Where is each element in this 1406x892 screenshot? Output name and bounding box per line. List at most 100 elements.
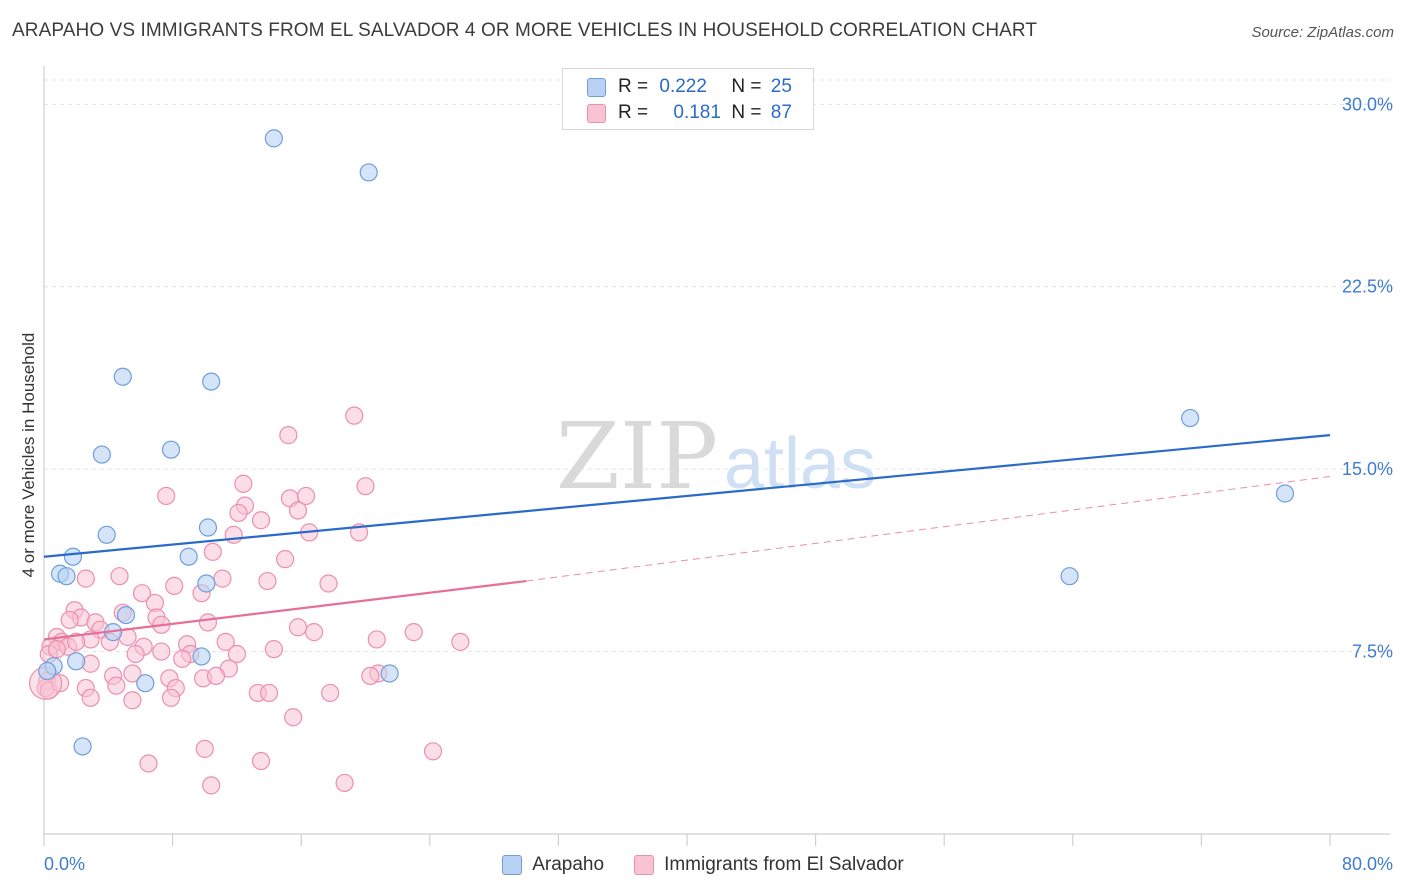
arapaho-point — [38, 661, 57, 681]
salvador-point — [47, 640, 66, 659]
salvador-legend-swatch — [634, 855, 655, 875]
salvador-point — [404, 623, 423, 642]
salvador-point — [123, 664, 142, 683]
salvador-point — [276, 550, 295, 569]
arapaho-point — [1060, 567, 1079, 586]
trend-lines — [43, 434, 1331, 641]
salvador-point — [165, 576, 184, 596]
salvador-point — [67, 632, 86, 651]
salvador-point — [123, 691, 142, 710]
salvador-n-value: 87 — [770, 102, 792, 123]
salvador-point — [251, 751, 271, 771]
arapaho-point — [198, 518, 218, 537]
arapaho-point — [192, 647, 211, 666]
arapaho-point — [97, 525, 116, 544]
salvador-point — [288, 618, 308, 637]
salvador-point — [203, 542, 222, 561]
salvador-trend-extension — [526, 475, 1331, 582]
salvador-point — [198, 613, 218, 632]
salvador-point — [423, 742, 443, 761]
salvador-r-value: 0.181 — [673, 102, 721, 123]
arapaho-point — [264, 129, 283, 148]
salvador-point — [132, 584, 152, 603]
arapaho-point — [359, 163, 378, 182]
y-tick-label: 15.0% — [1342, 459, 1393, 479]
salvador-point — [258, 571, 277, 591]
salvador-point — [321, 683, 340, 703]
salvador-point — [139, 754, 158, 773]
y-tick-label: 7.5% — [1352, 642, 1393, 662]
salvador-point — [264, 640, 283, 659]
chart-title: ARAPAHO VS IMMIGRANTS FROM EL SALVADOR 4… — [12, 20, 1038, 41]
r-label: R = — [618, 102, 649, 123]
arapaho-points — [38, 129, 1295, 756]
salvador-point — [157, 486, 176, 506]
arapaho-point — [380, 664, 399, 683]
tick-labels: 7.5% 15.0% 22.5% 30.0% 0.0% 80.0% — [44, 94, 1393, 874]
arapaho-point — [67, 652, 86, 671]
n-label: N = — [731, 102, 762, 123]
salvador-point — [259, 683, 279, 703]
arapaho-r-value: 0.222 — [659, 76, 707, 97]
salvador-point — [173, 649, 192, 668]
salvador-point — [304, 623, 324, 642]
salvador-points — [29, 406, 470, 795]
salvador-point — [296, 486, 316, 506]
x-tick-label: 0.0% — [44, 854, 85, 874]
y-tick-label: 30.0% — [1342, 94, 1393, 114]
source-label: Source: ZipAtlas.com — [1251, 24, 1394, 41]
salvador-swatch — [587, 103, 606, 123]
salvador-point — [279, 426, 298, 445]
arapaho-point — [113, 367, 132, 386]
salvador-point — [161, 688, 181, 707]
salvador-point — [107, 676, 126, 695]
salvador-point — [81, 688, 100, 707]
r-label: R = — [618, 76, 649, 97]
salvador-point — [216, 632, 235, 651]
salvador-point — [288, 501, 308, 520]
salvador-point — [152, 642, 171, 661]
arapaho-point — [161, 440, 181, 459]
n-label: N = — [731, 76, 762, 97]
stats-row-arapaho: R = 0.222 N = 25 — [587, 75, 792, 99]
stats-row-salvador: R = 0.181 N = 87 — [587, 101, 792, 125]
arapaho-point — [92, 445, 111, 464]
legend-item-arapaho[interactable]: Arapaho — [502, 854, 604, 876]
arapaho-legend-swatch — [502, 855, 523, 875]
arapaho-n-value: 25 — [770, 76, 792, 97]
salvador-point — [345, 406, 364, 425]
arapaho-point — [202, 372, 221, 391]
watermark-atlas: atlas — [724, 424, 876, 504]
arapaho-point — [197, 574, 216, 593]
salvador-point — [227, 644, 246, 664]
salvador-point — [367, 630, 386, 649]
arapaho-trend-line — [43, 434, 1331, 558]
salvador-point — [229, 503, 248, 523]
arapaho-point — [179, 547, 198, 566]
salvador-point — [335, 773, 354, 793]
arapaho-point — [116, 605, 136, 625]
arapaho-swatch — [587, 77, 606, 97]
watermark: ZIP atlas — [556, 403, 876, 510]
salvador-trend-line — [43, 579, 527, 641]
salvador-point — [213, 569, 232, 588]
salvador-point — [206, 666, 226, 686]
salvador-point — [110, 567, 129, 586]
arapaho-point — [63, 547, 83, 566]
salvador-point — [224, 525, 243, 544]
legend-item-salvador[interactable]: Immigrants from El Salvador — [634, 854, 904, 876]
salvador-point — [361, 666, 380, 686]
y-tick-label: 22.5% — [1342, 277, 1393, 297]
salvador-point — [126, 644, 145, 664]
salvador-point — [234, 474, 253, 493]
salvador-point — [284, 708, 303, 727]
axes — [43, 66, 1390, 846]
legend-label-arapaho: Arapaho — [532, 854, 605, 875]
arapaho-point — [57, 567, 76, 586]
salvador-point — [60, 610, 79, 630]
salvador-point — [319, 574, 338, 593]
watermark-zip: ZIP — [556, 403, 718, 510]
arapaho-point — [136, 674, 155, 693]
arapaho-point — [73, 737, 92, 756]
